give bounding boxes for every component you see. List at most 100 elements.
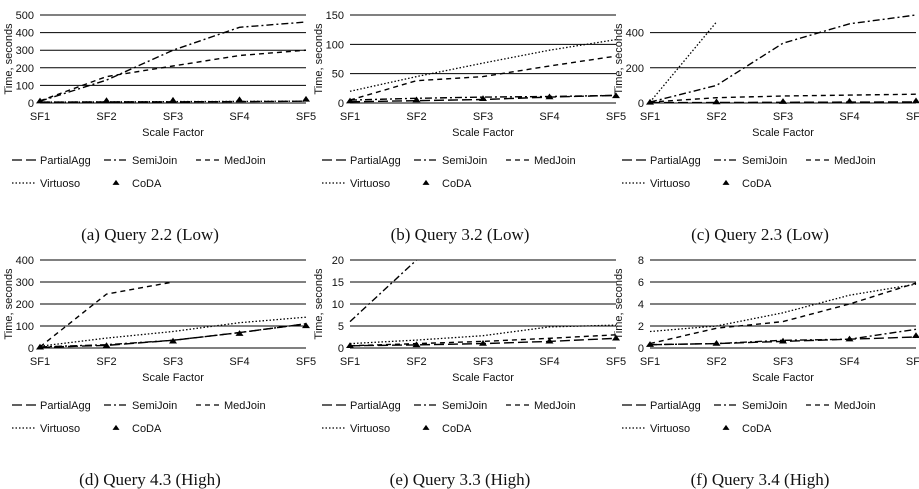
x-tick-label: SF3 [163, 111, 183, 123]
coda-marker [845, 335, 854, 342]
x-tick-label: SF4 [539, 111, 559, 123]
virtuoso-series-line [349, 38, 617, 92]
x-tick-label: SF3 [473, 356, 493, 368]
medjoin-series-line [649, 282, 917, 345]
coda-marker [646, 341, 654, 347]
legend-swatch-coda [722, 424, 730, 430]
coda-marker [412, 341, 421, 348]
legend-swatch-coda [422, 179, 430, 185]
panel-caption: (a) Query 2.2 (Low) [81, 225, 219, 244]
coda-marker [712, 98, 721, 105]
semijoin-series-line [39, 21, 307, 102]
coda-marker [102, 342, 111, 348]
legend-label-partialagg: PartialAgg [350, 400, 401, 412]
y-tick-label: 0 [638, 98, 644, 110]
coda-marker [302, 95, 310, 102]
y-tick-label: 50 [332, 69, 344, 81]
y-axis-title: Time, seconds [613, 23, 625, 95]
coda-marker [169, 337, 177, 344]
legend-label-semijoin: SemiJoin [742, 155, 787, 167]
y-tick-label: 300 [16, 277, 34, 289]
coda-marker [302, 322, 310, 329]
y-tick-label: 400 [16, 28, 34, 40]
legend-swatch-coda [422, 424, 430, 430]
coda-marker [612, 334, 620, 341]
x-tick-label: SF2 [96, 111, 116, 123]
y-tick-label: 200 [16, 63, 34, 75]
coda-marker [912, 332, 919, 339]
y-tick-label: 100 [16, 80, 34, 92]
legend-label-semijoin: SemiJoin [132, 155, 177, 167]
coda-marker [545, 337, 554, 344]
coda-marker [36, 97, 44, 104]
legend-label-partialagg: PartialAgg [40, 400, 91, 412]
x-tick-label: SF2 [96, 356, 116, 368]
y-tick-label: 20 [332, 255, 344, 267]
coda-marker [36, 343, 44, 350]
coda-marker [412, 96, 421, 103]
coda-marker [545, 93, 554, 100]
virtuoso-series-line [649, 283, 917, 333]
y-tick-label: 0 [338, 343, 344, 355]
x-tick-label: SF3 [773, 356, 793, 368]
legend-label-semijoin: SemiJoin [132, 400, 177, 412]
medjoin-series-line [349, 55, 617, 101]
x-tick-label: SF5 [606, 111, 626, 123]
x-axis-title: Scale Factor [452, 372, 514, 384]
legend-label-virtuoso: Virtuoso [350, 178, 390, 190]
chart-panel-4: 0 100 200 300 400 SF1 SF2 SF3 SF4 SF5 Scale Factor… [3, 255, 316, 489]
y-tick-label: 0 [638, 343, 644, 355]
legend-label-coda: CoDA [442, 178, 472, 190]
semijoin-series-line [349, 94, 617, 101]
coda-marker [235, 96, 244, 103]
x-tick-label: SF5 [906, 111, 919, 123]
y-tick-label: 300 [16, 45, 34, 57]
x-axis-title: Scale Factor [752, 127, 814, 139]
x-tick-label: SF2 [406, 111, 426, 123]
virtuoso-series-line [349, 324, 617, 345]
coda-marker [912, 97, 919, 104]
y-tick-label: 400 [16, 255, 34, 267]
coda-marker [479, 95, 487, 102]
x-tick-label: SF1 [340, 356, 360, 368]
legend-swatch-coda [722, 179, 730, 185]
y-tick-label: 150 [326, 10, 344, 22]
x-tick-label: SF1 [340, 111, 360, 123]
medjoin-series-line [39, 281, 174, 348]
coda-marker [479, 340, 487, 346]
y-tick-label: 0 [28, 98, 34, 110]
panel-caption: (d) Query 4.3 (High) [79, 470, 221, 489]
y-tick-label: 400 [626, 28, 644, 40]
y-tick-label: 15 [332, 277, 344, 289]
y-tick-label: 100 [326, 39, 344, 51]
panel-caption: (b) Query 3.2 (Low) [391, 225, 530, 244]
x-axis-title: Scale Factor [752, 372, 814, 384]
coda-marker [612, 92, 620, 99]
coda-marker [845, 97, 854, 104]
coda-marker [779, 98, 787, 104]
y-tick-label: 10 [332, 299, 344, 311]
x-tick-label: SF1 [640, 111, 660, 123]
x-tick-label: SF5 [296, 111, 316, 123]
coda-marker [646, 98, 654, 105]
chart-panel-5: 0 5 10 15 20 SF1 SF2 SF3 SF4 SF5 Scale Factor Time,… [313, 255, 626, 489]
virtuoso-series-line [649, 21, 718, 103]
legend-label-medjoin: MedJoin [534, 155, 576, 167]
legend-label-medjoin: MedJoin [834, 400, 876, 412]
x-tick-label: SF3 [473, 111, 493, 123]
legend-label-partialagg: PartialAgg [650, 400, 701, 412]
chart-panel-3: 0 200 400 SF1 SF2 SF3 SF4 SF5 Scale Factor Time, … [613, 14, 919, 244]
x-tick-label: SF2 [706, 356, 726, 368]
x-tick-label: SF5 [296, 356, 316, 368]
legend-label-medjoin: MedJoin [834, 155, 876, 167]
x-tick-label: SF1 [640, 356, 660, 368]
y-axis-title: Time, seconds [313, 268, 325, 340]
y-axis-title: Time, seconds [3, 268, 15, 340]
x-tick-label: SF3 [773, 111, 793, 123]
legend-label-coda: CoDA [442, 423, 472, 435]
legend-label-partialagg: PartialAgg [650, 155, 701, 167]
y-tick-label: 4 [638, 299, 644, 311]
coda-marker [169, 96, 177, 103]
x-tick-label: SF2 [406, 356, 426, 368]
coda-marker [712, 340, 721, 346]
